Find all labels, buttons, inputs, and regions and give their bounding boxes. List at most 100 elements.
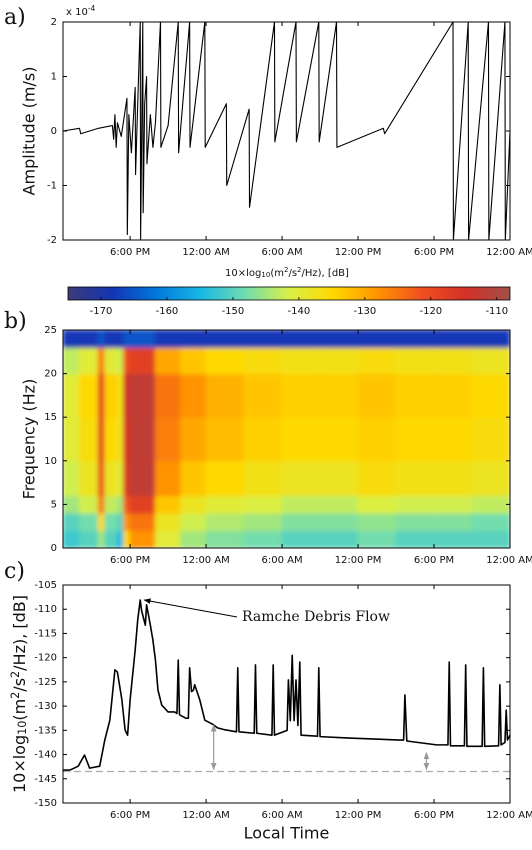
heat-cell xyxy=(123,416,131,462)
y-tick-label: -105 xyxy=(34,580,57,591)
heat-cell xyxy=(319,495,359,514)
x-tick-label: 12:00 AM xyxy=(486,247,532,258)
heat-cell xyxy=(433,495,473,514)
axes-frame xyxy=(62,329,511,549)
colorbar-label-part: 2 xyxy=(284,266,288,274)
heat-cell xyxy=(180,460,207,497)
heat-cell xyxy=(154,373,182,418)
heat-cell xyxy=(180,512,207,532)
y-multiplier-exponent: -4 xyxy=(88,4,96,13)
heat-cell xyxy=(433,346,473,375)
heat-cell xyxy=(281,346,321,375)
heat-cell xyxy=(116,416,125,462)
heat-cell xyxy=(104,330,118,348)
heat-cell xyxy=(471,373,510,418)
heat-cell xyxy=(357,373,397,418)
heat-cell xyxy=(205,495,245,514)
y-tick-label: -125 xyxy=(34,677,57,688)
y-tick-label: 0 xyxy=(51,126,57,137)
x-tick-label: 12:00 AM xyxy=(486,810,532,821)
heat-cell xyxy=(395,346,435,375)
heat-cell xyxy=(433,530,473,548)
colorbar-tick-label: -160 xyxy=(156,306,179,317)
heat-cell xyxy=(205,460,245,497)
data-line xyxy=(63,599,511,771)
heat-cell xyxy=(180,330,207,348)
axes-frame xyxy=(62,584,511,804)
heat-cell xyxy=(319,530,359,548)
heat-cell xyxy=(471,495,510,514)
heat-cell xyxy=(78,416,99,462)
heat-cell xyxy=(433,512,473,532)
heat-cell xyxy=(205,330,245,348)
heat-cell xyxy=(129,460,156,497)
heat-cell xyxy=(78,346,99,375)
heat-cell xyxy=(243,460,283,497)
data-line xyxy=(62,21,511,241)
annotation: Ramche Debris Flow xyxy=(242,609,390,625)
heat-cell xyxy=(154,330,182,348)
heat-cell xyxy=(154,346,182,375)
y-axis-label-part: 2 xyxy=(9,671,22,678)
x-tick-label: 12:00 PM xyxy=(335,247,382,258)
heat-cell xyxy=(205,373,245,418)
y-tick-label: 20 xyxy=(44,369,57,380)
heat-cell xyxy=(116,495,125,514)
heat-cell xyxy=(205,512,245,532)
y-axis-label-part: /s xyxy=(10,678,29,692)
colorbar-tick-label: -150 xyxy=(222,306,245,317)
heat-cell xyxy=(104,460,118,497)
x-tick-label: 12:00 AM xyxy=(182,247,229,258)
y-axis-label-part: /Hz), [dB] xyxy=(10,595,29,671)
heat-cell xyxy=(129,416,156,462)
panel-label: b) xyxy=(4,309,27,334)
heat-cell xyxy=(205,416,245,462)
x-tick-label: 12:00 PM xyxy=(335,555,382,566)
heat-cell xyxy=(357,416,397,462)
heat-cell xyxy=(281,512,321,532)
heat-cell xyxy=(243,346,283,375)
heat-cell xyxy=(205,346,245,375)
y-tick-label: -2 xyxy=(47,235,57,246)
heat-cell xyxy=(357,460,397,497)
heat-cell xyxy=(123,373,131,418)
heat-cell xyxy=(395,512,435,532)
heat-cell xyxy=(63,495,80,514)
y-tick-label: 1 xyxy=(51,72,57,83)
y-tick-label: 25 xyxy=(44,325,57,336)
heat-cell xyxy=(129,330,156,348)
x-axis-label: Local Time xyxy=(244,824,330,843)
heat-cell xyxy=(63,512,80,532)
heat-cell xyxy=(319,346,359,375)
x-tick-label: 12:00 AM xyxy=(182,810,229,821)
spectrogram xyxy=(63,330,510,548)
heat-cell xyxy=(395,460,435,497)
heat-cell xyxy=(63,330,80,348)
colorbar xyxy=(67,286,511,301)
heat-cell xyxy=(97,460,106,497)
y-tick-label: -110 xyxy=(34,604,57,615)
heat-cell xyxy=(319,416,359,462)
colorbar-label-part: 2 xyxy=(297,266,301,274)
heat-cell xyxy=(129,373,156,418)
x-tick-label: 6:00 AM xyxy=(262,247,303,258)
heat-cell xyxy=(471,460,510,497)
heat-cell xyxy=(319,512,359,532)
x-tick-label: 6:00 AM xyxy=(262,810,303,821)
heat-cell xyxy=(154,460,182,497)
heat-cell xyxy=(63,346,80,375)
colorbar-tick-label: -110 xyxy=(485,306,508,317)
y-axis-label: Frequency (Hz) xyxy=(20,379,39,500)
y-tick-label: -115 xyxy=(34,628,57,639)
heat-cell xyxy=(471,416,510,462)
y-axis-label-part: (m xyxy=(10,699,29,721)
heat-cell xyxy=(433,373,473,418)
heat-cell xyxy=(395,530,435,548)
heat-cell xyxy=(395,373,435,418)
panel-label: c) xyxy=(4,559,25,584)
heat-cell xyxy=(116,373,125,418)
heat-cell xyxy=(97,530,106,548)
heat-cell xyxy=(104,530,118,548)
y-tick-label: -135 xyxy=(34,725,57,736)
heat-cell xyxy=(129,346,156,375)
